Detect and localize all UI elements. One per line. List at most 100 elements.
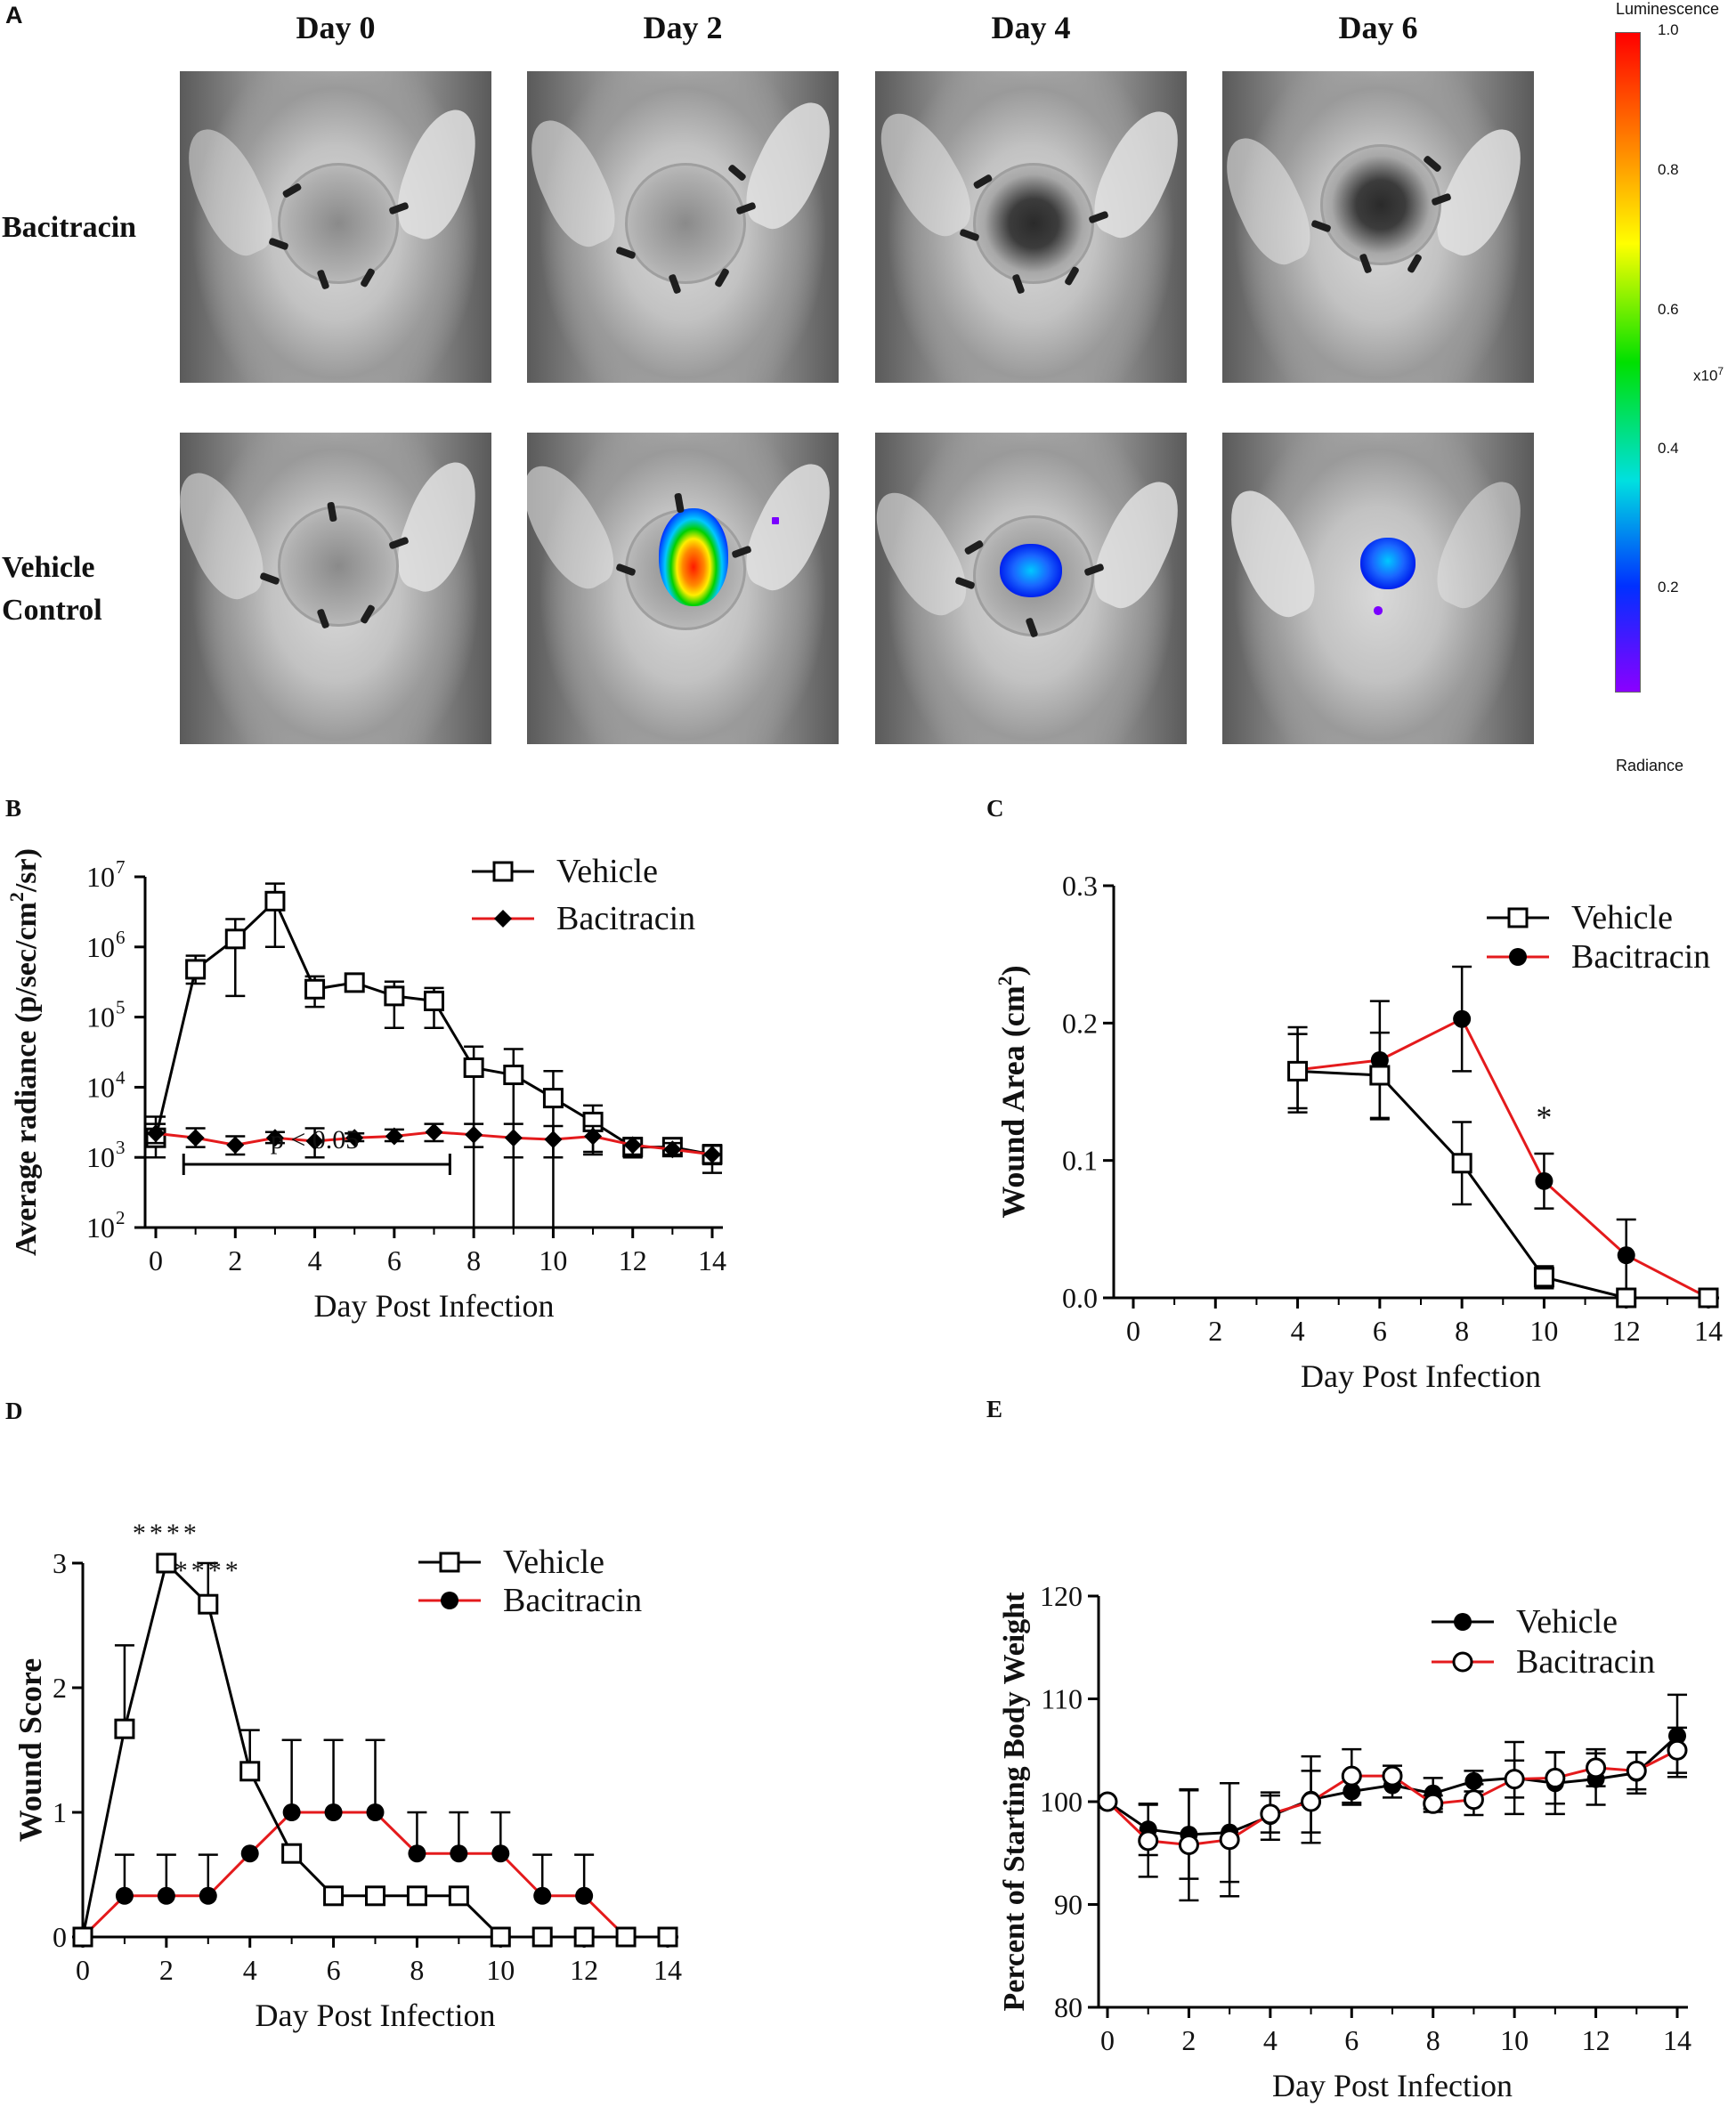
data-point	[1626, 1760, 1647, 1781]
data-point	[1301, 1791, 1322, 1812]
y-tick-label: 10	[86, 931, 115, 963]
data-point	[425, 1122, 443, 1141]
row-label-vehicle-control: Vehicle Control	[2, 551, 102, 627]
y-tick-exponent: 7	[116, 856, 126, 878]
x-tick-label: 4	[308, 1244, 322, 1276]
series-bacitracin	[1097, 1726, 1688, 1902]
x-tick-label: 12	[1612, 1315, 1641, 1347]
data-point	[1535, 1171, 1553, 1190]
legend-label: Vehicle	[556, 853, 658, 890]
photo-vehicle-day6	[1222, 433, 1534, 744]
x-axis-label: Day Post Infection	[256, 1998, 496, 2033]
data-point	[304, 978, 326, 1000]
data-point	[491, 1844, 510, 1863]
data-point	[1453, 1009, 1472, 1028]
y-tick-label: 10	[86, 1211, 115, 1244]
data-point	[264, 890, 286, 912]
y-tick-label: 0.0	[1062, 1282, 1098, 1314]
y-tick-label: 0.3	[1062, 870, 1098, 902]
data-point	[344, 972, 365, 993]
y-tick-label: 110	[1041, 1683, 1083, 1715]
data-point	[533, 1886, 552, 1905]
data-point	[265, 1129, 284, 1147]
data-point	[408, 1844, 426, 1863]
x-tick-label: 14	[1663, 2024, 1691, 2056]
x-tick-label: 10	[486, 1954, 515, 1986]
colorbar-tick-1.0: 1.0	[1658, 21, 1679, 38]
panel-label: C	[986, 795, 1004, 822]
panel-label: D	[5, 1398, 23, 1424]
x-tick-label: 10	[1529, 1315, 1558, 1347]
data-point	[1369, 1065, 1391, 1086]
data-point	[115, 1886, 134, 1905]
legend-label: Bacitracin	[1516, 1643, 1655, 1681]
y-label-main: Wound Area (cm	[995, 985, 1031, 1218]
x-tick-label: 0	[1100, 2024, 1115, 2056]
y-tick-label: 0	[53, 1921, 67, 1953]
y-label-main: Average radiance (p/sec/cm	[10, 902, 43, 1256]
day-label-6: Day 6	[1338, 10, 1418, 45]
legend-marker	[1509, 948, 1527, 966]
x-tick-label: 8	[1426, 2024, 1440, 2056]
y-tick-label: 10	[86, 1001, 115, 1033]
legend-label: Bacitracin	[556, 900, 695, 937]
y-tick-label: 1	[53, 1796, 67, 1828]
y-label-main: Percent of Starting Body Weight	[998, 1592, 1031, 2012]
x-tick-label: 2	[159, 1954, 174, 1986]
data-point	[384, 985, 405, 1007]
data-point	[199, 1886, 217, 1905]
data-point	[1617, 1246, 1635, 1265]
luminescence-signal	[1000, 544, 1062, 597]
data-point	[186, 1129, 205, 1147]
data-point	[703, 1145, 721, 1163]
data-point	[1178, 1835, 1199, 1856]
y-tick-label: 120	[1040, 1580, 1083, 1612]
y-label-sup: 2	[994, 976, 1016, 985]
luminescence-signal	[659, 508, 728, 606]
row-label-bacitracin: Bacitracin	[2, 211, 137, 244]
data-point	[544, 1130, 563, 1149]
photo-vehicle-day4	[875, 433, 1187, 744]
photo-bacitracin-day4	[875, 71, 1187, 383]
y-tick-label: 10	[86, 1141, 115, 1173]
colorbar-multiplier: x107	[1693, 365, 1724, 385]
significance-asterisks: ****	[174, 1556, 242, 1585]
y-axis-label: Wound Area (cm2)	[994, 965, 1031, 1218]
x-tick-label: 0	[76, 1954, 90, 1986]
data-point	[573, 1926, 595, 1948]
colorbar-tick-0.4: 0.4	[1658, 440, 1679, 457]
data-point	[185, 959, 207, 980]
data-point	[345, 1129, 364, 1147]
day-label-4: Day 4	[991, 10, 1071, 45]
data-point	[1382, 1765, 1403, 1787]
data-point	[324, 1803, 343, 1821]
x-tick-label: 8	[1455, 1315, 1469, 1347]
data-point	[1616, 1287, 1637, 1309]
x-tick-label: 12	[1582, 2024, 1610, 2056]
day-label-0: Day 0	[296, 10, 376, 45]
y-axis-label: Average radiance (p/sec/cm2/sr)	[5, 848, 43, 1256]
x-tick-label: 10	[539, 1244, 567, 1276]
colorbar-tick-0.6: 0.6	[1658, 301, 1679, 318]
y-axis-label: Wound Score	[12, 1658, 48, 1842]
x-tick-label: 12	[570, 1954, 598, 1986]
legend-marker	[492, 861, 514, 882]
data-point	[385, 1127, 403, 1146]
y-tick-label: 80	[1054, 1991, 1083, 2023]
data-point	[1451, 1153, 1472, 1174]
panel-label: B	[5, 795, 21, 822]
colorbar-title: Luminescence	[1616, 0, 1720, 18]
panel-label: E	[986, 1396, 1002, 1422]
day-label-2: Day 2	[643, 10, 723, 45]
y-label-sup: 2	[5, 892, 28, 902]
colorbar-bottom-label: Radiance	[1616, 757, 1684, 774]
series-bacitracin	[1287, 965, 1718, 1307]
data-point	[72, 1926, 93, 1948]
data-point	[1287, 1060, 1309, 1082]
x-tick-label: 4	[1263, 2024, 1278, 2056]
data-point	[424, 990, 444, 1011]
x-tick-label: 8	[410, 1954, 424, 1986]
data-point	[156, 1552, 177, 1574]
legend-marker	[1452, 1651, 1473, 1673]
